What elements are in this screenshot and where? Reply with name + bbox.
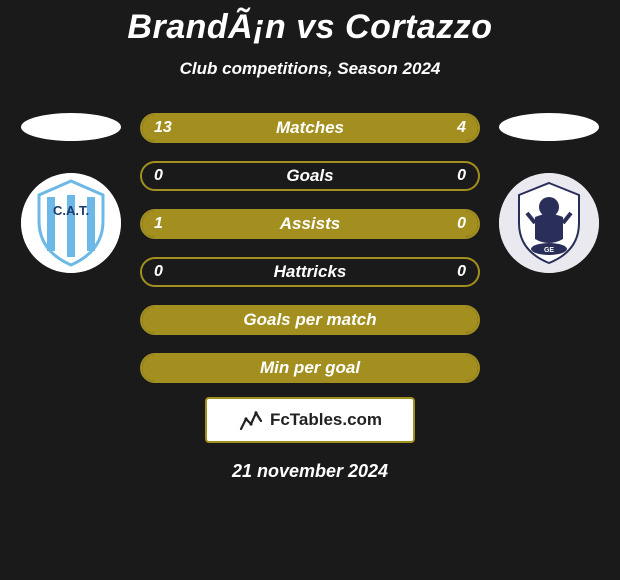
stats-column: 13 4 Matches 0 0 Goals 1 0 Assists 0 0 Hattricks Goa…: [140, 113, 480, 383]
stat-value-right: 0: [457, 167, 466, 185]
shield-icon: GE: [499, 173, 599, 273]
stat-value-left: 13: [154, 119, 172, 137]
left-column: C.A.T.: [20, 113, 122, 273]
chart-icon: [238, 407, 264, 433]
stat-value-left: 0: [154, 167, 163, 185]
stat-label: Matches: [276, 118, 344, 138]
stat-bar: Goals per match: [140, 305, 480, 335]
stat-bar: Min per goal: [140, 353, 480, 383]
badge-right-text: GE: [544, 247, 554, 254]
root: BrandÃ¡n vs Cortazzo Club competitions, …: [0, 0, 620, 580]
shield-icon: C.A.T.: [21, 173, 121, 273]
stat-label: Assists: [280, 214, 340, 234]
stat-label: Goals per match: [243, 310, 376, 330]
stat-value-right: 0: [457, 215, 466, 233]
stat-label: Goals: [286, 166, 333, 186]
stat-bar: 1 0 Assists: [140, 209, 480, 239]
right-column: GE: [498, 113, 600, 273]
team-badge-left[interactable]: C.A.T.: [21, 173, 121, 273]
team-badge-right[interactable]: GE: [499, 173, 599, 273]
stat-bar: 0 0 Goals: [140, 161, 480, 191]
branding-link[interactable]: FcTables.com: [205, 397, 415, 443]
player-silhouette-right: [499, 113, 599, 141]
page-subtitle: Club competitions, Season 2024: [180, 59, 441, 79]
main-row: C.A.T. 13 4 Matches 0 0 Goals 1 0 Assists 0 0 Hattr…: [0, 113, 620, 383]
stat-bar: 0 0 Hattricks: [140, 257, 480, 287]
branding-text: FcTables.com: [270, 410, 382, 430]
player-silhouette-left: [21, 113, 121, 141]
stat-fill-left: [142, 115, 397, 141]
stat-value-right: 0: [457, 263, 466, 281]
stat-value-left: 0: [154, 263, 163, 281]
page-title: BrandÃ¡n vs Cortazzo: [127, 8, 492, 47]
stat-bar: 13 4 Matches: [140, 113, 480, 143]
badge-left-text: C.A.T.: [53, 203, 89, 218]
date-line: 21 november 2024: [232, 461, 388, 482]
stat-label: Hattricks: [274, 262, 347, 282]
stat-value-left: 1: [154, 215, 163, 233]
stat-value-right: 4: [457, 119, 466, 137]
stat-label: Min per goal: [260, 358, 360, 378]
